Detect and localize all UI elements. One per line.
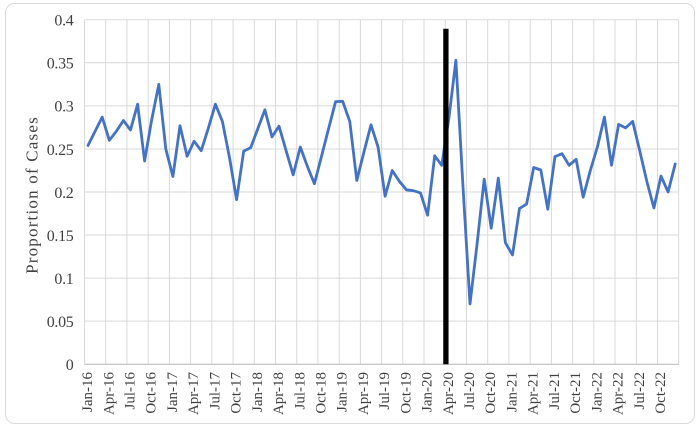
svg-text:0.25: 0.25	[47, 142, 74, 159]
svg-text:Apr-19: Apr-19	[356, 372, 372, 415]
svg-text:Apr-17: Apr-17	[186, 372, 202, 416]
svg-text:Jul-17: Jul-17	[207, 372, 223, 410]
svg-text:Jul-16: Jul-16	[123, 372, 139, 410]
svg-text:Oct-19: Oct-19	[398, 372, 414, 414]
svg-text:Jan-16: Jan-16	[80, 372, 96, 412]
svg-text:Proportion of Cases: Proportion of Cases	[23, 116, 42, 274]
svg-text:Jan-17: Jan-17	[165, 372, 181, 412]
svg-text:Jan-21: Jan-21	[505, 372, 521, 412]
svg-text:Jan-19: Jan-19	[335, 372, 351, 412]
svg-text:Jan-20: Jan-20	[420, 372, 436, 412]
svg-text:Apr-22: Apr-22	[611, 372, 627, 415]
svg-text:0: 0	[66, 357, 74, 374]
svg-text:0.1: 0.1	[54, 271, 73, 288]
svg-text:Oct-21: Oct-21	[568, 372, 584, 414]
svg-text:Jul-18: Jul-18	[292, 372, 308, 410]
svg-text:Oct-18: Oct-18	[314, 372, 330, 414]
svg-text:0.4: 0.4	[54, 13, 73, 30]
svg-text:0.2: 0.2	[54, 185, 73, 202]
svg-text:Jul-21: Jul-21	[547, 372, 563, 410]
svg-text:Oct-16: Oct-16	[144, 372, 160, 414]
svg-text:Apr-18: Apr-18	[271, 372, 287, 415]
svg-text:0.3: 0.3	[54, 99, 73, 116]
svg-text:Apr-20: Apr-20	[441, 372, 457, 415]
svg-text:Oct-20: Oct-20	[483, 372, 499, 414]
svg-text:Apr-21: Apr-21	[526, 372, 542, 415]
svg-text:Oct-22: Oct-22	[653, 372, 669, 414]
svg-text:Apr-16: Apr-16	[101, 372, 117, 416]
svg-text:0.15: 0.15	[47, 228, 74, 245]
svg-text:0.05: 0.05	[47, 314, 74, 331]
svg-text:0.35: 0.35	[47, 56, 74, 73]
svg-text:Jul-22: Jul-22	[632, 372, 648, 410]
svg-text:Oct-17: Oct-17	[229, 372, 245, 414]
svg-text:Jul-20: Jul-20	[462, 372, 478, 410]
svg-text:Jan-22: Jan-22	[589, 372, 605, 412]
svg-text:Jul-19: Jul-19	[377, 372, 393, 410]
svg-text:Jan-18: Jan-18	[250, 372, 266, 412]
